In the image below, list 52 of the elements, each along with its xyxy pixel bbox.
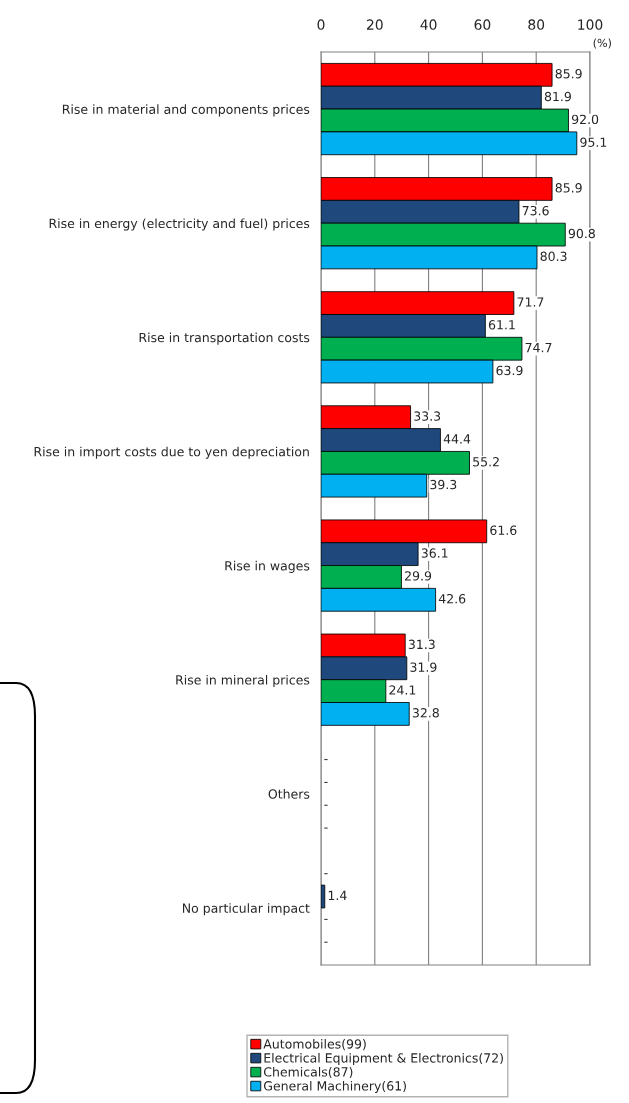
x-tick-label: 20 xyxy=(366,19,383,30)
y-tick-label: Rise in mineral prices xyxy=(176,674,310,688)
text: - xyxy=(324,781,328,783)
text: - xyxy=(324,941,328,943)
y-tick-label: Rise in material and components prices xyxy=(62,104,310,117)
data-label: 31.3 xyxy=(408,639,435,650)
data-label: 74.7 xyxy=(525,343,552,353)
data-label: 85.9 xyxy=(555,69,582,79)
text: - xyxy=(324,873,328,875)
data-label: 80.3 xyxy=(540,251,567,262)
data-label: 81.9 xyxy=(544,91,571,102)
x-tick-label: 60 xyxy=(474,19,491,30)
x-tick-label: 0 xyxy=(317,19,325,30)
data-label: 31.9 xyxy=(410,662,437,672)
y-tick-label: Rise in wages xyxy=(225,560,310,573)
data-label: 92.0 xyxy=(571,114,599,125)
legend-label: Automobiles(99) xyxy=(263,1038,366,1051)
data-label: 24.1 xyxy=(389,685,416,695)
data-label: 29.9 xyxy=(405,571,432,581)
data-label: 33.3 xyxy=(414,411,441,421)
data-label: 61.6 xyxy=(490,525,517,535)
data-label: 42.6 xyxy=(438,593,466,604)
y-tick-label: Rise in transportation costs xyxy=(139,332,310,345)
data-label: 1.4 xyxy=(328,890,347,900)
x-tick-label: 100 xyxy=(578,19,603,30)
text: - xyxy=(324,804,328,806)
data-label: 85.9 xyxy=(555,183,582,193)
x-tick-label: 40 xyxy=(420,19,437,30)
y-tick-label: Rise in energy (electricity and fuel) prices xyxy=(49,218,310,231)
y-tick-label: Rise in import costs due to yen depreciation xyxy=(34,446,309,459)
data-label: 73.6 xyxy=(522,205,549,216)
data-label: 63.9 xyxy=(496,365,523,376)
data-label: 39.3 xyxy=(430,479,457,490)
x-axis-title: (%) xyxy=(593,38,611,49)
x-tick-label: 80 xyxy=(528,19,545,30)
data-label: 55.2 xyxy=(473,457,499,467)
legend-label: Electrical Equipment & Electronics(72) xyxy=(264,1052,503,1066)
data-label: 61.1 xyxy=(488,320,515,330)
text: - xyxy=(324,759,328,761)
text: - xyxy=(324,918,328,920)
data-label: 44.4 xyxy=(443,434,471,444)
data-label: 95.1 xyxy=(580,137,607,147)
y-tick-label: No particular impact xyxy=(182,903,310,916)
data-label: 36.1 xyxy=(421,548,448,558)
legend-label: Chemicals(87) xyxy=(263,1066,353,1079)
data-label: 32.8 xyxy=(412,708,439,718)
data-label: 71.7 xyxy=(517,297,544,307)
legend-label: General Machinery(61) xyxy=(263,1080,406,1093)
y-tick-label: Others xyxy=(268,789,310,799)
data-label: 90.8 xyxy=(568,228,595,239)
text: - xyxy=(324,827,328,829)
bar xyxy=(321,884,326,909)
